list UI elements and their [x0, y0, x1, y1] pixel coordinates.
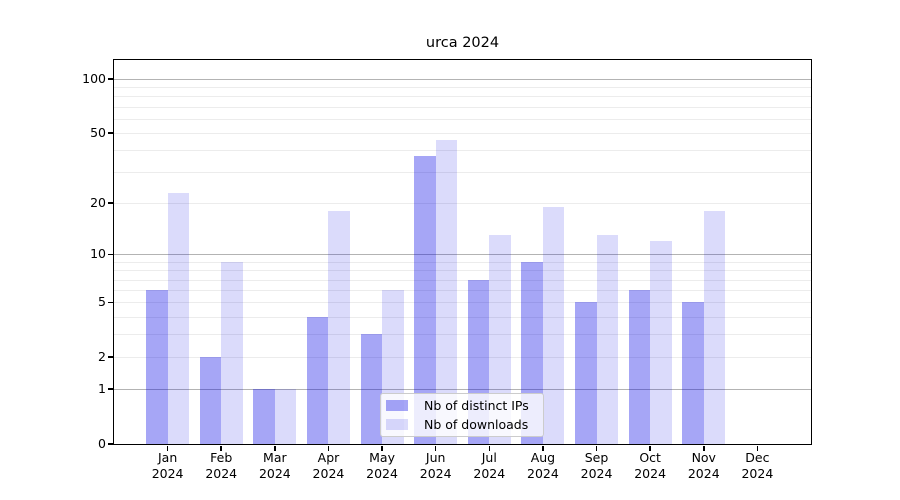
major-gridline	[114, 254, 811, 256]
y-tick-label: 2	[98, 349, 106, 365]
minor-gridline	[114, 106, 811, 108]
minor-gridline	[114, 87, 811, 89]
legend-label-downloads: Nb of downloads	[424, 417, 529, 432]
y-tick-label: 100	[82, 70, 106, 86]
major-gridline	[114, 78, 811, 80]
x-tick-label: Mar 2024	[258, 450, 291, 481]
y-tick	[107, 132, 113, 134]
legend-swatch-distinct-ips-icon	[386, 400, 408, 411]
legend-swatch-downloads-icon	[386, 419, 408, 430]
legend-item-distinct-ips: Nb of distinct IPs	[386, 398, 537, 413]
x-tick	[166, 445, 169, 451]
y-tick-label: 20	[90, 195, 106, 211]
x-tick	[434, 445, 437, 451]
x-tick	[542, 445, 544, 451]
x-tick-label: Apr 2024	[312, 450, 345, 481]
y-tick-label: 10	[90, 246, 106, 262]
minor-gridline	[114, 334, 811, 336]
bar-distinct-ips	[146, 290, 168, 444]
minor-gridline	[114, 172, 811, 174]
x-tick	[381, 445, 383, 451]
bar-downloads	[435, 139, 458, 444]
bar-downloads	[167, 192, 190, 444]
x-tick	[756, 445, 759, 451]
y-tick-label: 50	[90, 125, 106, 141]
minor-gridline	[114, 279, 811, 281]
x-tick-label: Sep 2024	[580, 450, 613, 481]
minor-gridline	[114, 302, 811, 304]
major-gridline	[114, 389, 811, 391]
minor-gridline	[114, 357, 811, 359]
minor-gridline	[114, 270, 811, 272]
y-tick	[107, 253, 113, 256]
bar-downloads	[703, 211, 726, 444]
x-tick-label: Jun 2024	[419, 450, 452, 481]
bar-downloads	[328, 211, 350, 444]
x-tick-label: Jul 2024	[473, 450, 506, 481]
x-tick	[274, 445, 276, 451]
x-tick-label: Jan 2024	[151, 450, 184, 481]
minor-gridline	[114, 290, 811, 292]
bar-downloads	[489, 235, 511, 444]
legend: Nb of distinct IPs Nb of downloads	[380, 393, 544, 437]
y-tick	[107, 388, 113, 390]
bar-downloads	[542, 207, 565, 444]
legend-item-downloads: Nb of downloads	[386, 417, 537, 432]
bar-distinct-ips	[682, 302, 704, 444]
x-tick	[488, 445, 491, 451]
minor-gridline	[114, 261, 811, 263]
x-tick	[649, 445, 651, 451]
x-tick-label: May 2024	[366, 450, 398, 481]
minor-gridline	[114, 150, 811, 152]
x-tick	[595, 445, 598, 451]
x-tick	[327, 445, 330, 451]
bar-downloads	[650, 241, 672, 444]
minor-gridline	[114, 203, 811, 205]
bar-distinct-ips	[307, 316, 329, 444]
bar-distinct-ips	[628, 290, 651, 444]
x-tick	[703, 445, 705, 451]
bar-downloads	[596, 235, 618, 444]
y-tick	[107, 301, 113, 304]
x-tick-label: Aug 2024	[527, 450, 559, 481]
minor-gridline	[114, 96, 811, 98]
y-tick-label: 5	[98, 294, 106, 310]
minor-gridline	[114, 316, 811, 318]
bar-distinct-ips	[414, 156, 436, 444]
bar-distinct-ips	[199, 357, 222, 444]
y-tick-label: 0	[98, 436, 106, 451]
x-tick-label: Dec 2024	[741, 450, 774, 481]
minor-gridline	[114, 118, 811, 120]
minor-gridline	[114, 133, 811, 135]
y-tick	[107, 202, 113, 204]
x-tick-label: Oct 2024	[634, 450, 667, 481]
y-tick	[107, 443, 113, 445]
bar-distinct-ips	[360, 334, 383, 444]
bar-downloads	[221, 261, 243, 444]
bar-distinct-ips	[253, 389, 275, 444]
x-tick-label: Feb 2024	[205, 450, 238, 481]
y-tick	[107, 78, 113, 80]
chart-title: urca 2024	[425, 35, 500, 51]
bar-distinct-ips	[575, 302, 597, 444]
bar-downloads	[274, 389, 297, 444]
y-tick	[107, 356, 113, 358]
x-tick-label: Nov 2024	[687, 450, 720, 481]
x-tick	[220, 445, 222, 451]
plot-area	[114, 60, 811, 444]
legend-label-distinct-ips: Nb of distinct IPs	[424, 398, 529, 413]
y-tick-label: 1	[98, 381, 106, 397]
